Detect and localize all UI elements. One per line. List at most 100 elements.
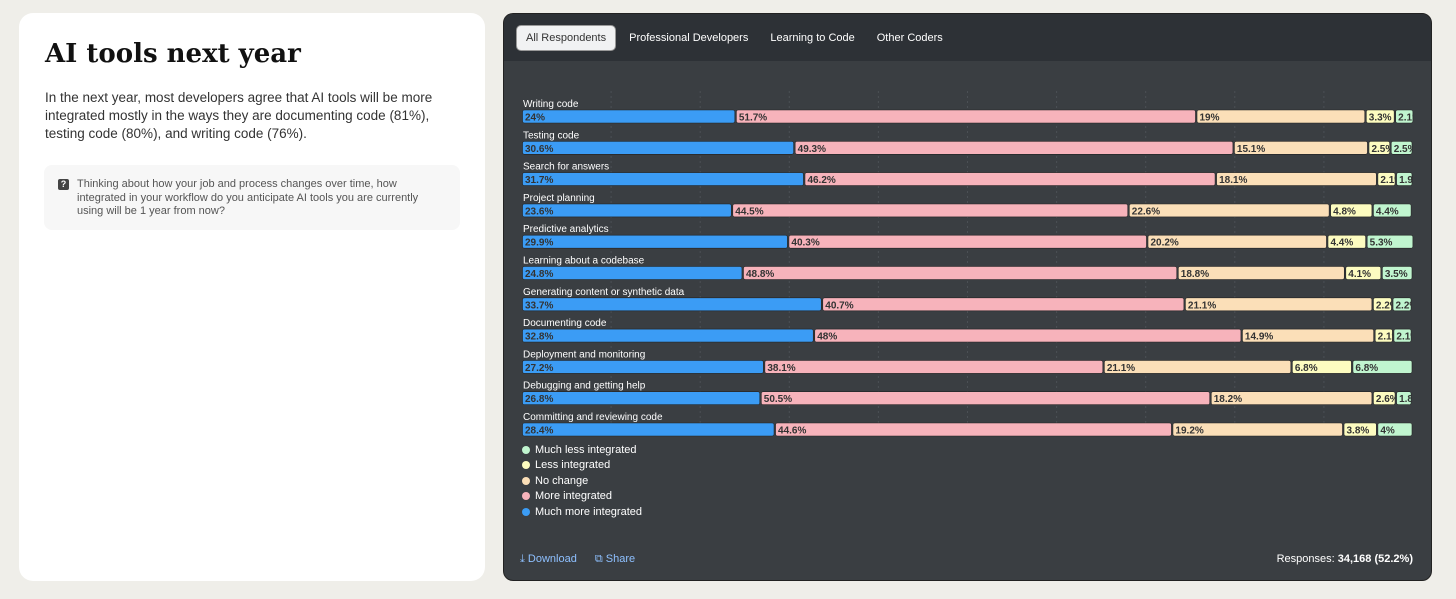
bar-segment[interactable]: [1216, 172, 1377, 186]
bar-segment[interactable]: [1382, 266, 1413, 280]
tab-other-coders[interactable]: Other Coders: [876, 31, 943, 44]
legend-item[interactable]: Much more integrated: [522, 504, 642, 520]
bar-segment[interactable]: [522, 234, 788, 249]
bar-segment[interactable]: [1377, 172, 1396, 186]
data-label: 4.4%: [1376, 206, 1399, 217]
legend-swatch: [522, 476, 530, 485]
data-label: 6.8%: [1355, 363, 1378, 374]
data-label: 2.1%: [1378, 332, 1401, 343]
legend-item[interactable]: More integrated: [522, 489, 642, 505]
category-label: Generating content or synthetic data: [523, 287, 685, 298]
category-label: Project planning: [523, 193, 595, 204]
legend-swatch: [522, 492, 530, 501]
bar-segment[interactable]: [522, 297, 822, 312]
bar-segment[interactable]: [760, 391, 1211, 406]
bar-segment[interactable]: [1368, 141, 1391, 155]
legend-label: Much more integrated: [535, 505, 642, 518]
data-label: 2.1%: [1396, 332, 1419, 343]
data-label: 2.5%: [1371, 144, 1394, 155]
bar-segment[interactable]: [1373, 203, 1412, 218]
data-label: 51.7%: [739, 113, 767, 124]
data-label: 14.9%: [1245, 332, 1273, 343]
bar-segment[interactable]: [1234, 141, 1368, 155]
bar-segment[interactable]: [1128, 203, 1330, 218]
tab-all-respondents[interactable]: All Respondents: [516, 24, 617, 51]
data-label: 6.8%: [1295, 363, 1318, 374]
bar-segment[interactable]: [1104, 360, 1292, 374]
question-text: Thinking about how your job and process …: [77, 178, 419, 217]
bar-segment[interactable]: [1172, 422, 1343, 437]
data-label: 19.2%: [1175, 426, 1203, 437]
bar-segment[interactable]: [804, 172, 1216, 186]
bar-segment[interactable]: [1177, 266, 1345, 280]
data-label: 2.2%: [1376, 300, 1399, 311]
legend-item[interactable]: Much less integrated: [522, 442, 642, 458]
bar-segment[interactable]: [1392, 297, 1412, 312]
download-button[interactable]: ⤓ Download: [520, 553, 577, 565]
bar-segment[interactable]: [788, 234, 1147, 249]
data-label: 28.4%: [525, 426, 553, 437]
data-label: 4%: [1380, 426, 1395, 437]
bar-segment[interactable]: [522, 422, 775, 437]
bar-segment[interactable]: [1352, 360, 1413, 374]
bar-segment[interactable]: [522, 360, 764, 374]
bar-segment[interactable]: [1396, 391, 1412, 406]
bar-segment[interactable]: [1396, 172, 1413, 186]
bar-segment[interactable]: [1345, 266, 1382, 280]
share-button[interactable]: ⧉ Share: [594, 553, 636, 565]
category-label: Documenting code: [523, 318, 607, 329]
bar-segment[interactable]: [522, 328, 814, 343]
tab-professional-developers[interactable]: Professional Developers: [629, 31, 749, 44]
data-label: 46.2%: [807, 175, 835, 186]
data-label: 5.3%: [1370, 238, 1393, 249]
legend-item[interactable]: Less integrated: [522, 458, 642, 474]
data-label: 40.3%: [791, 238, 819, 249]
bar-segment[interactable]: [1395, 109, 1414, 124]
bar-segment[interactable]: [1292, 360, 1352, 374]
legend-item[interactable]: No change: [522, 473, 642, 489]
category-label: Learning about a codebase: [523, 256, 645, 267]
bar-segment[interactable]: [1377, 422, 1413, 437]
data-label: 29.9%: [525, 238, 553, 249]
bar-segment[interactable]: [1185, 297, 1373, 312]
bar-segment[interactable]: [1365, 109, 1395, 124]
bar-segment[interactable]: [764, 360, 1104, 374]
bar-segment[interactable]: [522, 203, 732, 218]
bar-segment[interactable]: [1390, 141, 1413, 155]
bar-segment[interactable]: [1330, 203, 1373, 218]
bar-segment[interactable]: [522, 141, 794, 155]
data-label: 48.8%: [746, 269, 774, 280]
category-label: Search for answers: [523, 162, 609, 173]
bar-segment[interactable]: [1327, 234, 1366, 249]
data-label: 1.9%: [1399, 175, 1422, 186]
bar-segment[interactable]: [522, 266, 743, 280]
bar-segment[interactable]: [1393, 328, 1412, 343]
bar-segment[interactable]: [1196, 109, 1366, 124]
bar-segment[interactable]: [522, 109, 736, 124]
bar-segment[interactable]: [1366, 234, 1414, 249]
data-label: 32.8%: [525, 332, 553, 343]
bar-segment[interactable]: [1343, 422, 1377, 437]
bar-segment[interactable]: [1147, 234, 1327, 249]
bar-segment[interactable]: [1373, 391, 1396, 406]
bar-segment[interactable]: [1242, 328, 1374, 343]
bar-segment[interactable]: [522, 172, 804, 186]
bar-segment[interactable]: [814, 328, 1242, 343]
tab-learning-to-code[interactable]: Learning to Code: [770, 31, 855, 44]
bar-segment[interactable]: [522, 391, 761, 406]
legend-label: More integrated: [535, 490, 613, 503]
bar-segment[interactable]: [794, 141, 1234, 155]
legend-label: Less integrated: [535, 459, 611, 472]
bar-segment[interactable]: [822, 297, 1185, 312]
data-label: 4.8%: [1333, 206, 1356, 217]
bar-segment[interactable]: [743, 266, 1178, 280]
bar-segment[interactable]: [732, 203, 1129, 218]
bar-segment[interactable]: [1373, 297, 1392, 312]
bar-segment[interactable]: [736, 109, 1196, 124]
data-label: 2.6%: [1376, 394, 1399, 405]
bar-segment[interactable]: [1374, 328, 1393, 343]
bar-segment[interactable]: [775, 422, 1172, 437]
data-label: 15.1%: [1237, 144, 1265, 155]
bar-segment[interactable]: [1210, 391, 1373, 406]
data-label: 38.1%: [767, 363, 795, 374]
